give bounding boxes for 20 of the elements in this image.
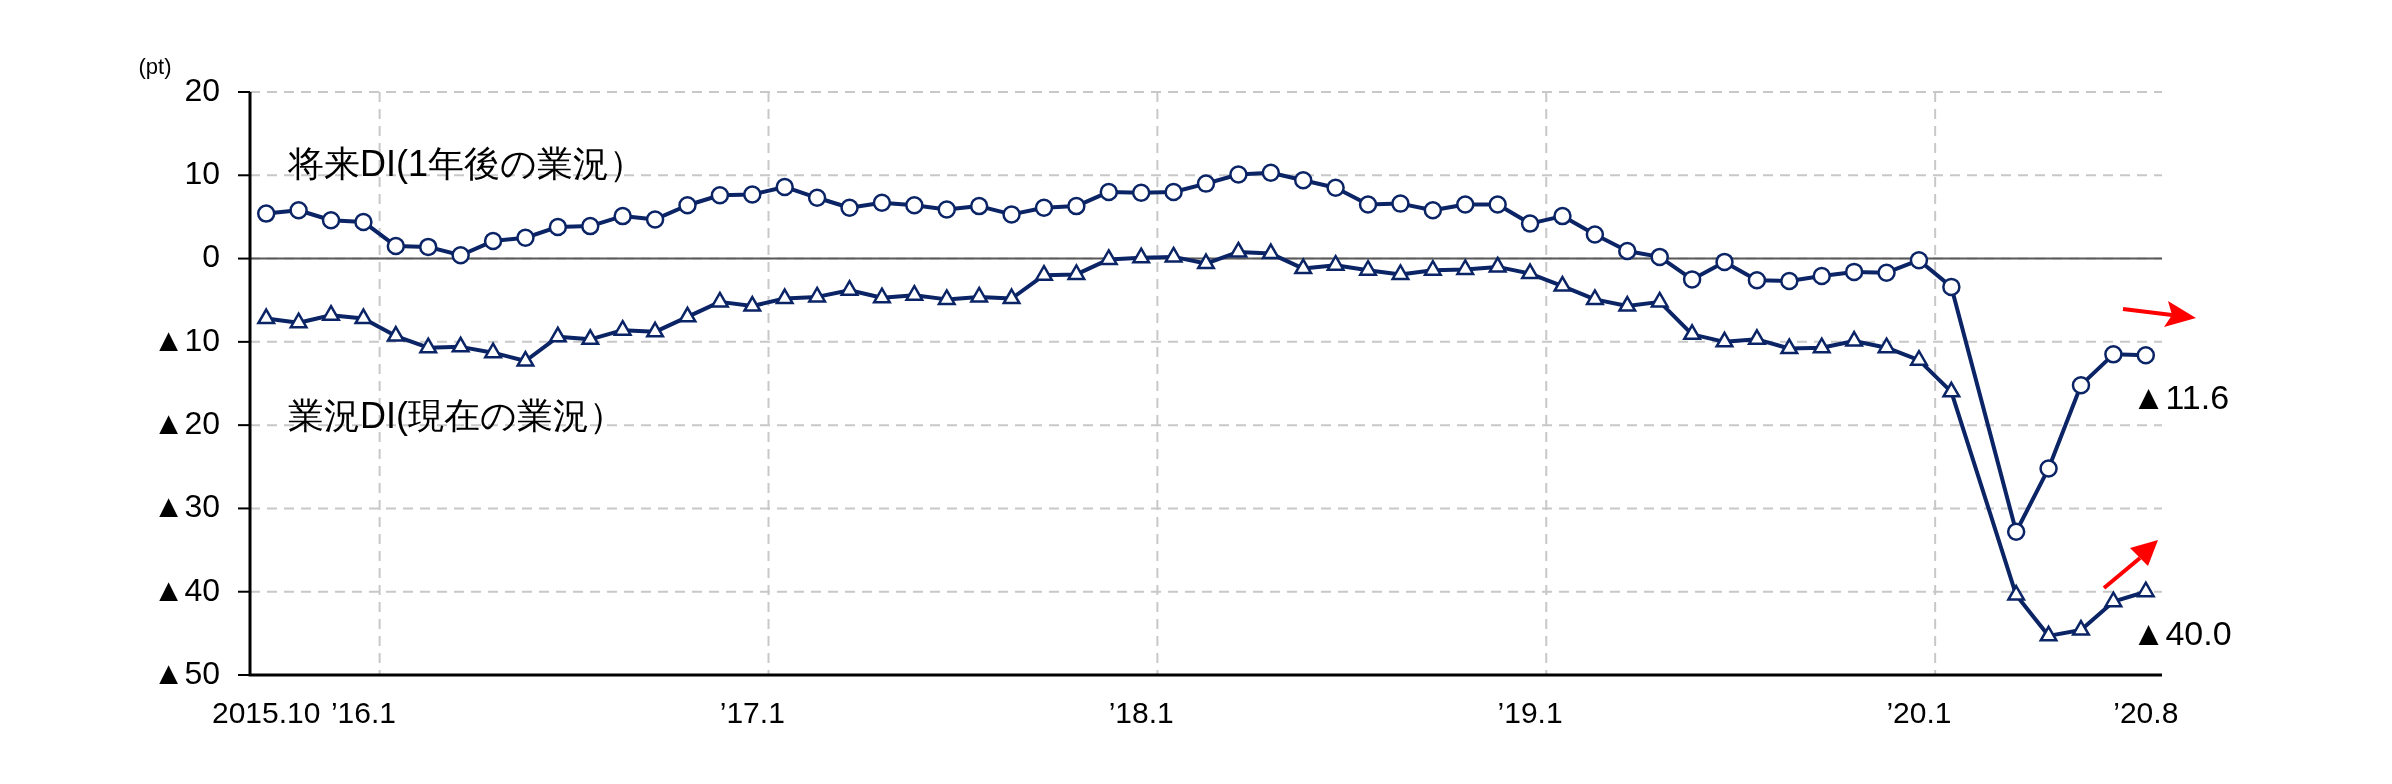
annotation: ▲11.6 xyxy=(2131,377,2230,416)
x-tick-label: ’19.1 xyxy=(1497,696,1563,730)
x-tick-label: ’16.1 xyxy=(330,696,396,730)
y-axis-title: (pt) xyxy=(138,54,172,80)
series-label: 将来DI(1年後の業況） xyxy=(287,142,646,184)
x-tick-label: ’17.1 xyxy=(719,696,785,730)
x-tick-label: ’18.1 xyxy=(1108,696,1174,730)
y-tick-label: 0 xyxy=(202,238,220,275)
x-tick-label: ’20.8 xyxy=(2113,696,2179,730)
series-label: 業況DI(現在の業況） xyxy=(288,395,625,437)
y-tick-label: 20 xyxy=(184,71,220,108)
y-tick-label: ▲10 xyxy=(152,321,220,358)
x-tick-label: 2015.10 xyxy=(211,696,321,730)
y-tick-label: 10 xyxy=(184,155,220,192)
y-tick-label: ▲30 xyxy=(152,488,220,525)
y-tick-label: ▲20 xyxy=(152,404,220,441)
y-tick-label: ▲40 xyxy=(152,571,220,608)
y-tick-label: ▲50 xyxy=(152,654,220,691)
x-tick-label: ’20.1 xyxy=(1886,696,1952,730)
annotation: ▲40.0 xyxy=(2131,614,2232,653)
